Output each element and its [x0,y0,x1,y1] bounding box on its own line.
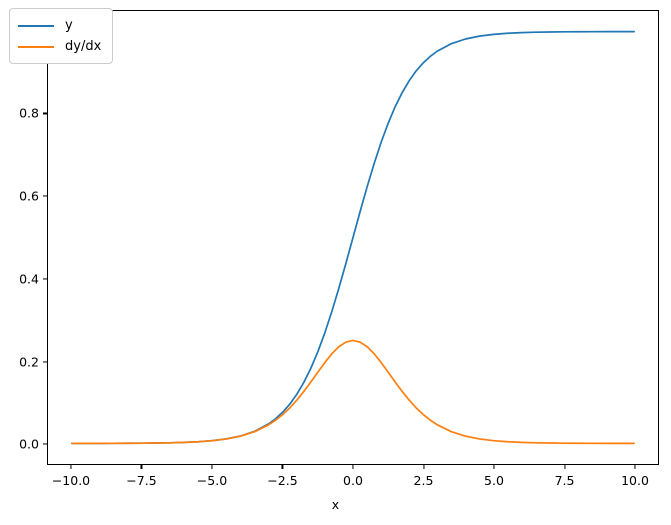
legend-label-y: y [65,18,73,33]
y-tick-label: 0.4 [19,271,39,287]
legend-box: y dy/dx [9,8,114,64]
y-tick-label: 0.8 [19,105,39,121]
y-tick-mark [43,278,47,280]
x-tick-label: −7.5 [126,473,157,488]
y-tick-label: 0.2 [19,354,39,370]
x-tick-mark [70,465,72,469]
x-tick-label: 5.0 [484,473,504,488]
x-tick-mark [422,465,425,469]
legend-swatch-y [18,24,54,27]
y-tick-mark [43,443,47,445]
legend-label-dydx: dy/dx [65,39,102,54]
x-tick-label: 7.5 [554,473,575,488]
y-tick-label: 0.6 [19,188,39,204]
series-line-y [72,32,634,444]
x-tick-label: 10.0 [621,473,649,488]
legend-swatch-dydx [18,45,54,48]
legend-item-y: y [18,15,101,36]
y-tick-mark [43,361,47,363]
y-tick-label: 0.0 [19,436,39,452]
plot-lines [48,11,658,464]
x-tick-label: 0.0 [343,473,363,488]
x-axis-label: x [331,497,340,512]
series-line-dydx [72,340,634,443]
x-tick-label: −5.0 [196,473,228,488]
x-tick-mark [140,465,143,469]
x-tick-label: −10.0 [51,473,91,488]
legend-item-dydx: dy/dx [18,36,101,57]
plot-axes [47,10,659,465]
y-tick-mark [43,112,47,114]
x-tick-mark [563,465,566,469]
x-tick-label: 2.5 [413,473,434,488]
x-tick-mark [211,465,213,469]
x-tick-label: −2.5 [267,473,298,488]
x-tick-mark [281,465,284,469]
x-tick-mark [493,465,495,469]
x-tick-mark [634,465,636,469]
x-tick-mark [352,465,354,469]
y-tick-mark [43,195,47,197]
